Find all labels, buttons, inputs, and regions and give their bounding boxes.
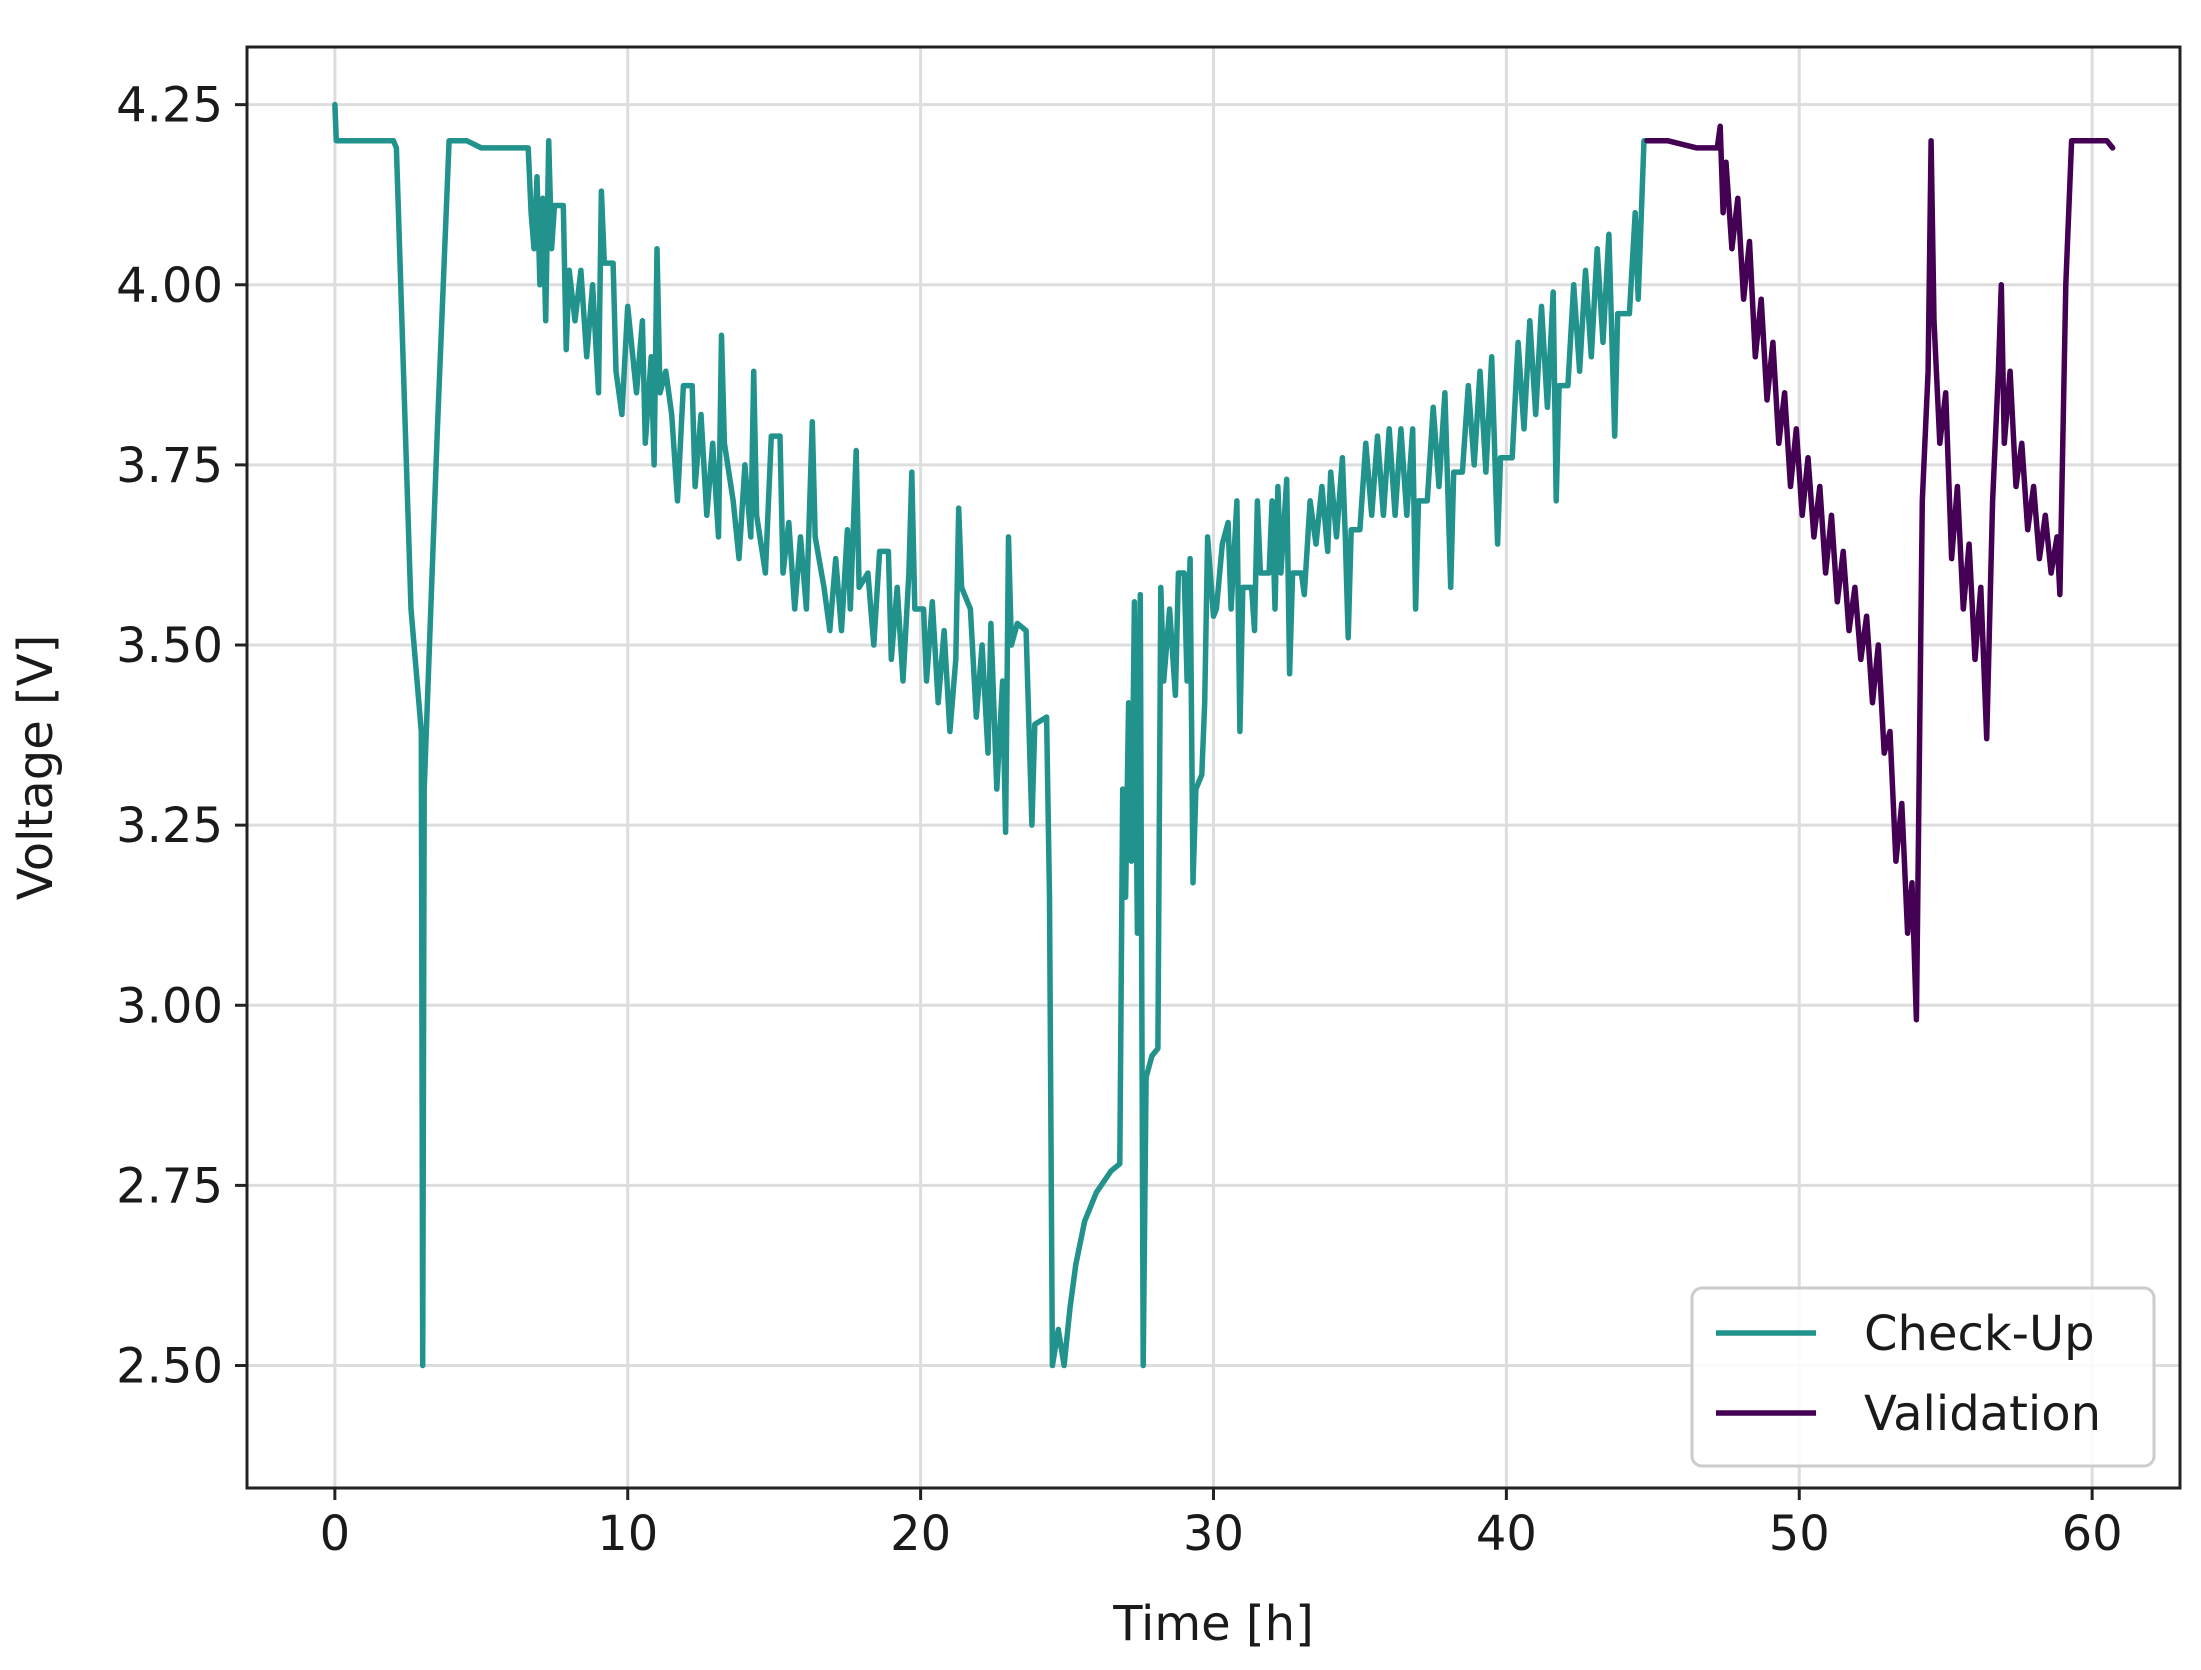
- legend-label: Check-Up: [1864, 1306, 2095, 1362]
- x-tick-label: 0: [320, 1506, 351, 1562]
- x-axis-label: Time [h]: [1112, 1596, 1314, 1652]
- y-axis: 2.50 2.75 3.00 3.25 3.50 3.75 4.00 4.25: [116, 78, 247, 1395]
- x-tick-label: 20: [890, 1506, 951, 1562]
- series-line-validation: [1644, 123, 2116, 1023]
- x-tick-label: 60: [2062, 1506, 2123, 1562]
- x-tick-label: 40: [1476, 1506, 1537, 1562]
- y-tick-label: 2.75: [116, 1158, 223, 1214]
- x-tick-label: 10: [597, 1506, 658, 1562]
- y-tick-label: 4.00: [116, 258, 223, 314]
- y-tick-label: 3.75: [116, 438, 223, 494]
- grid: [247, 47, 2180, 1488]
- y-tick-label: 4.25: [116, 78, 223, 134]
- legend: Check-Up Validation: [1690, 1286, 2156, 1468]
- y-tick-label: 3.00: [116, 978, 223, 1034]
- y-tick-label: 3.25: [116, 798, 223, 854]
- series-line-check-up: [332, 101, 1650, 1369]
- x-tick-label: 50: [1769, 1506, 1830, 1562]
- series-layer: [332, 101, 2116, 1369]
- y-axis-label: Voltage [V]: [8, 635, 64, 901]
- y-tick-label: 2.50: [116, 1339, 223, 1395]
- y-tick-label: 3.50: [116, 618, 223, 674]
- x-axis: 0 10 20 30 40 50 60: [320, 1488, 2123, 1562]
- x-tick-label: 30: [1183, 1506, 1244, 1562]
- legend-label: Validation: [1864, 1386, 2101, 1442]
